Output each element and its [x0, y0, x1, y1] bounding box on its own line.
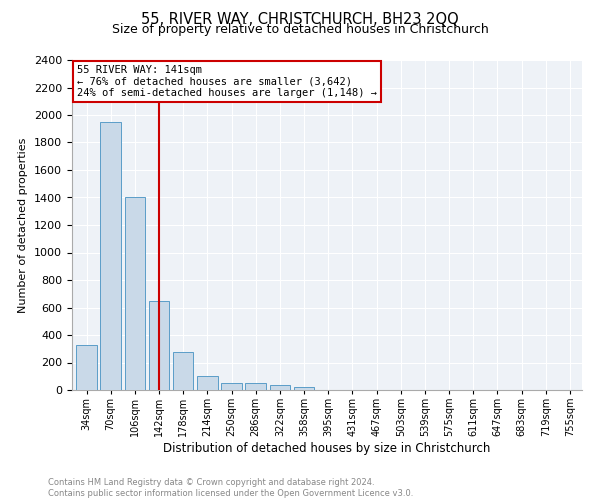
Bar: [100, 122, 121, 390]
Bar: [173, 352, 193, 390]
Bar: [149, 300, 169, 390]
Bar: [125, 198, 145, 390]
X-axis label: Distribution of detached houses by size in Christchurch: Distribution of detached houses by size …: [163, 442, 491, 455]
Y-axis label: Number of detached properties: Number of detached properties: [19, 138, 28, 312]
Bar: [197, 376, 218, 390]
Text: Contains HM Land Registry data © Crown copyright and database right 2024.
Contai: Contains HM Land Registry data © Crown c…: [48, 478, 413, 498]
Bar: [269, 385, 290, 390]
Bar: [294, 387, 314, 390]
Bar: [221, 383, 242, 390]
Text: 55, RIVER WAY, CHRISTCHURCH, BH23 2QQ: 55, RIVER WAY, CHRISTCHURCH, BH23 2QQ: [141, 12, 459, 28]
Bar: [245, 383, 266, 390]
Bar: [76, 346, 97, 390]
Text: 55 RIVER WAY: 141sqm
← 76% of detached houses are smaller (3,642)
24% of semi-de: 55 RIVER WAY: 141sqm ← 76% of detached h…: [77, 65, 377, 98]
Text: Size of property relative to detached houses in Christchurch: Size of property relative to detached ho…: [112, 22, 488, 36]
